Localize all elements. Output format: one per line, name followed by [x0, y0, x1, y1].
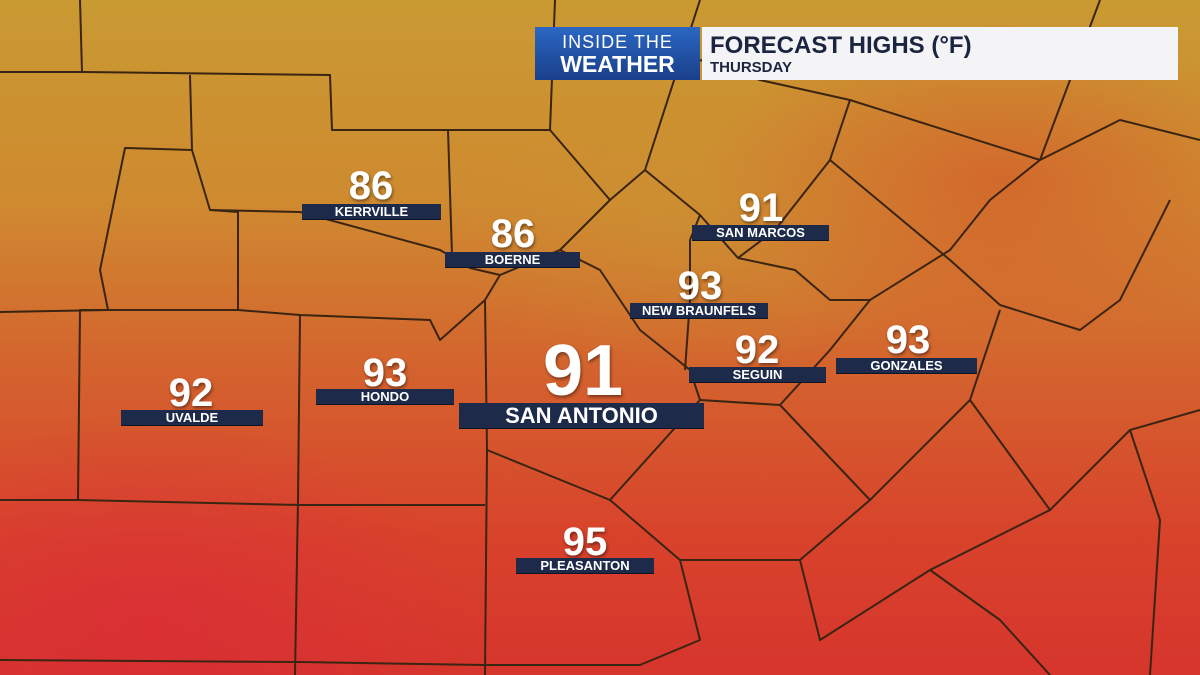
city-name: SAN ANTONIO	[459, 403, 704, 429]
header-box: FORECAST HIGHS (°F) THURSDAY	[702, 27, 1178, 80]
city-name: SEGUIN	[689, 367, 826, 383]
city-temp: 92	[168, 371, 214, 415]
city-temp: 91	[738, 186, 784, 230]
city-temp: 95	[562, 520, 608, 564]
city-name: GONZALES	[836, 358, 977, 374]
city-name: PLEASANTON	[516, 558, 654, 574]
city-name: HONDO	[316, 389, 454, 405]
city-temp: 93	[362, 351, 408, 395]
header-subtitle: THURSDAY	[710, 59, 792, 76]
city-name: UVALDE	[121, 410, 263, 426]
city-name: SAN MARCOS	[692, 225, 829, 241]
city-temp: 86	[348, 164, 394, 208]
city-name: NEW BRAUNFELS	[630, 303, 768, 319]
city-temp: 86	[490, 212, 536, 256]
header-title: FORECAST HIGHS (°F)	[710, 32, 972, 59]
logo: INSIDE THE WEATHER	[535, 27, 700, 80]
logo-bottom: WEATHER	[560, 51, 675, 77]
city-temp: 91	[542, 331, 624, 411]
city-temp: 92	[734, 328, 780, 372]
city-temp: 93	[885, 318, 931, 362]
city-temp: 93	[677, 264, 723, 308]
city-name: KERRVILLE	[302, 204, 441, 220]
city-name: BOERNE	[445, 252, 580, 268]
logo-top: INSIDE THE	[562, 32, 673, 52]
